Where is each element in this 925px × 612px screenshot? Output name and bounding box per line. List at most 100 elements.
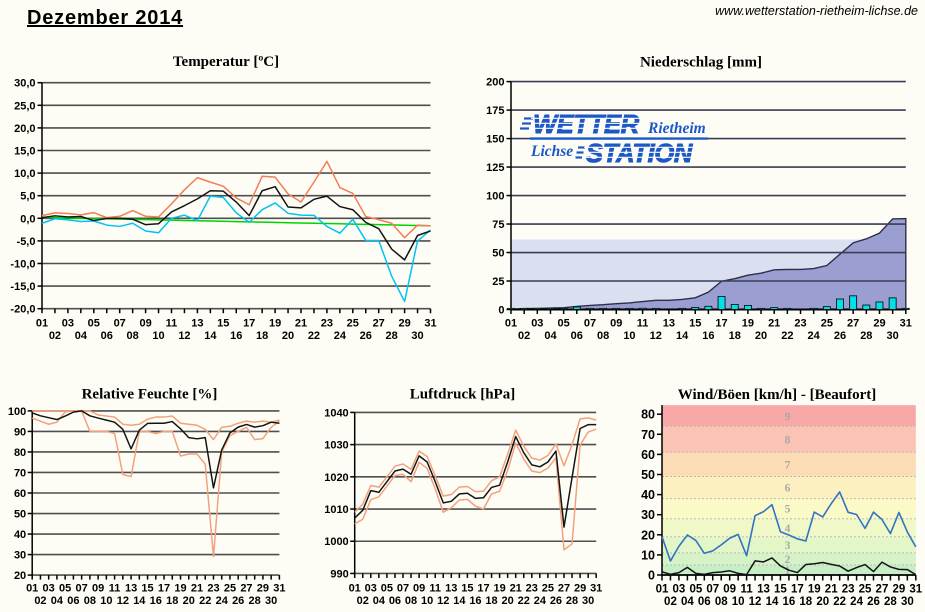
svg-text:25: 25 (224, 583, 236, 595)
svg-text:28: 28 (884, 596, 897, 608)
svg-text:Niederschlag [mm]: Niederschlag [mm] (640, 55, 762, 71)
svg-text:14: 14 (204, 330, 217, 342)
svg-text:21: 21 (768, 318, 780, 330)
svg-text:05: 05 (88, 318, 100, 330)
svg-text:15,0: 15,0 (14, 146, 35, 158)
svg-text:28: 28 (860, 330, 872, 342)
svg-text:1030: 1030 (324, 440, 348, 452)
svg-text:31: 31 (590, 583, 602, 595)
svg-text:16: 16 (783, 596, 796, 608)
svg-text:200: 200 (486, 77, 504, 89)
svg-text:6: 6 (785, 483, 791, 495)
svg-text:07: 07 (76, 583, 88, 595)
svg-text:14: 14 (133, 595, 146, 607)
svg-text:06: 06 (571, 330, 583, 342)
svg-text:20,0: 20,0 (14, 123, 35, 135)
svg-text:70: 70 (14, 467, 26, 479)
svg-text:40: 40 (14, 529, 26, 541)
svg-text:19: 19 (174, 583, 186, 595)
svg-text:01: 01 (505, 318, 517, 330)
svg-text:08: 08 (127, 330, 139, 342)
svg-text:50: 50 (14, 509, 26, 521)
svg-text:Wind/Böen [km/h] - [Beaufort]: Wind/Böen [km/h] - [Beaufort] (678, 387, 876, 403)
svg-text:16: 16 (150, 595, 162, 607)
svg-text:26: 26 (550, 595, 562, 607)
svg-text:12: 12 (178, 330, 190, 342)
svg-text:29: 29 (398, 318, 410, 330)
svg-text:01: 01 (36, 318, 48, 330)
svg-text:05: 05 (59, 583, 71, 595)
svg-text:100: 100 (486, 191, 504, 203)
svg-text:15: 15 (217, 318, 229, 330)
svg-text:06: 06 (698, 596, 711, 608)
svg-text:Relative Feuchte [%]: Relative Feuchte [%] (82, 387, 218, 403)
svg-text:14: 14 (676, 330, 689, 342)
svg-text:21: 21 (295, 318, 307, 330)
svg-text:08: 08 (405, 595, 417, 607)
svg-text:70: 70 (641, 428, 655, 442)
svg-text:11: 11 (741, 584, 754, 596)
svg-text:20: 20 (282, 330, 294, 342)
svg-text:06: 06 (101, 330, 113, 342)
svg-text:80: 80 (641, 408, 655, 422)
svg-text:19: 19 (269, 318, 281, 330)
svg-text:28: 28 (566, 595, 578, 607)
svg-text:7: 7 (785, 459, 791, 471)
svg-text:30: 30 (887, 330, 899, 342)
svg-text:25,0: 25,0 (14, 100, 35, 112)
svg-text:19: 19 (493, 583, 505, 595)
svg-text:29: 29 (873, 318, 885, 330)
svg-text:80: 80 (14, 447, 26, 459)
svg-text:22: 22 (833, 596, 846, 608)
svg-text:09: 09 (92, 583, 104, 595)
svg-text:22: 22 (518, 595, 530, 607)
svg-text:5: 5 (785, 504, 791, 516)
svg-text:Rietheim: Rietheim (647, 120, 706, 137)
svg-text:02: 02 (357, 595, 369, 607)
svg-text:17: 17 (243, 318, 255, 330)
svg-text:01: 01 (349, 583, 361, 595)
svg-text:24: 24 (216, 595, 229, 607)
svg-text:-10,0: -10,0 (10, 259, 35, 271)
svg-text:28: 28 (386, 330, 398, 342)
svg-text:24: 24 (808, 330, 821, 342)
svg-text:25: 25 (821, 318, 833, 330)
svg-text:02: 02 (34, 595, 46, 607)
svg-text:05: 05 (689, 584, 702, 596)
svg-text:19: 19 (742, 318, 754, 330)
svg-text:1: 1 (785, 565, 791, 577)
svg-text:27: 27 (373, 318, 385, 330)
svg-text:1010: 1010 (324, 504, 348, 516)
svg-text:26: 26 (360, 330, 372, 342)
svg-text:-20,0: -20,0 (10, 304, 35, 316)
svg-text:01: 01 (26, 583, 38, 595)
svg-text:25: 25 (347, 318, 359, 330)
svg-text:30: 30 (14, 550, 26, 562)
svg-text:04: 04 (373, 595, 386, 607)
svg-text:10: 10 (100, 595, 112, 607)
svg-text:24: 24 (334, 330, 347, 342)
svg-text:23: 23 (321, 318, 333, 330)
svg-text:27: 27 (240, 583, 252, 595)
svg-text:16: 16 (230, 330, 242, 342)
svg-text:12: 12 (117, 595, 129, 607)
svg-text:07: 07 (397, 583, 409, 595)
svg-text:5,0: 5,0 (20, 191, 35, 203)
svg-text:06: 06 (67, 595, 79, 607)
svg-text:12: 12 (437, 595, 449, 607)
svg-text:15: 15 (141, 583, 153, 595)
svg-text:27: 27 (876, 584, 889, 596)
svg-text:20: 20 (183, 595, 195, 607)
svg-text:20: 20 (641, 528, 655, 542)
svg-text:10: 10 (641, 548, 655, 562)
svg-text:10,0: 10,0 (14, 168, 35, 180)
svg-text:26: 26 (834, 330, 846, 342)
svg-text:09: 09 (139, 318, 151, 330)
svg-text:17: 17 (715, 318, 727, 330)
svg-text:08: 08 (597, 330, 609, 342)
svg-text:18: 18 (485, 595, 497, 607)
svg-text:30: 30 (641, 508, 655, 522)
svg-text:19: 19 (808, 584, 821, 596)
svg-text:10: 10 (732, 596, 745, 608)
svg-text:30: 30 (582, 595, 594, 607)
